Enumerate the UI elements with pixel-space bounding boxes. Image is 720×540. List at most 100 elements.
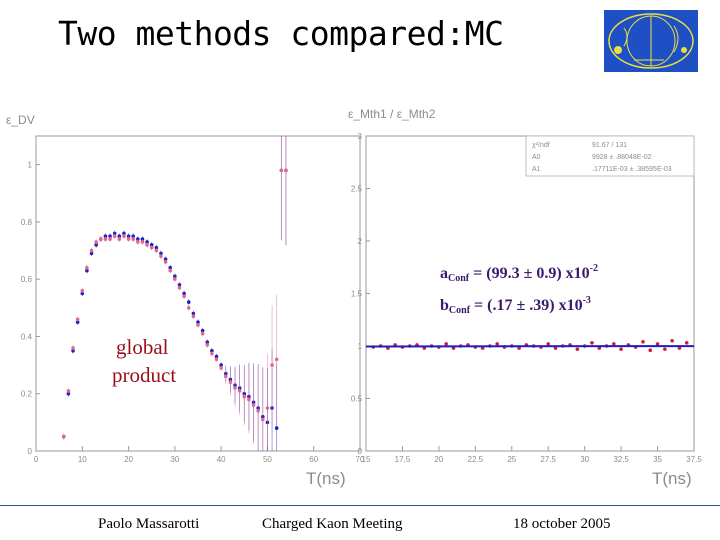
y-tick-label: 3: [358, 132, 363, 141]
data-point: [140, 240, 145, 244]
data-point: [177, 285, 182, 290]
x-tick-label: 70: [356, 455, 365, 464]
data-point: [670, 338, 674, 343]
y-tick-label: 0.8: [21, 218, 33, 227]
x-tick-label: 0: [34, 455, 39, 464]
logo-graphic: [604, 10, 698, 72]
data-point: [495, 342, 499, 346]
footer-author: Paolo Massarotti: [98, 516, 200, 532]
data-point: [223, 374, 228, 379]
annotation-product: product: [112, 363, 177, 387]
data-point: [677, 346, 682, 350]
fit-b: bConf = (.17 ± .39) x10-3: [440, 295, 591, 316]
data-point: [279, 168, 284, 173]
data-point: [80, 288, 85, 293]
data-point: [619, 347, 623, 351]
y-tick-label: 0: [358, 447, 363, 456]
data-point: [85, 265, 89, 270]
data-point: [89, 248, 94, 253]
data-point: [186, 300, 191, 304]
data-point: [61, 434, 66, 439]
y-tick-label: 1: [358, 342, 363, 351]
data-point: [66, 391, 71, 396]
data-point: [159, 254, 163, 259]
x-axis-label: T(ns): [652, 469, 692, 488]
data-point: [274, 357, 279, 362]
data-point: [210, 348, 214, 353]
data-point: [71, 346, 75, 350]
data-point: [444, 342, 448, 346]
data-point: [612, 342, 616, 346]
x-tick-label: 27.5: [540, 455, 556, 464]
x-tick-label: 22.5: [468, 455, 484, 464]
data-point: [131, 237, 135, 241]
footer-date: 18 october 2005: [513, 516, 611, 532]
data-point: [214, 357, 219, 362]
y-tick-label: 1: [28, 161, 33, 170]
footer: Paolo Massarotti Charged Kaon Meeting 18…: [0, 505, 720, 540]
plot-frame: [35, 135, 361, 452]
stats-label: χ²/ndf: [532, 142, 550, 149]
data-point: [145, 243, 149, 247]
data-point: [270, 363, 274, 367]
data-point: [261, 417, 265, 422]
x-axis-label: T(ns): [306, 469, 346, 488]
chart-right: 00.511.522.53 15 17.5 20 22.5 25 27.5 30 32.5 35…: [348, 107, 702, 488]
x-tick-label: 15: [362, 455, 371, 464]
data-point: [684, 341, 689, 345]
y-tick-label: 0.2: [21, 390, 33, 399]
y-tick-label: 0: [28, 447, 33, 456]
data-point: [597, 346, 602, 350]
data-point: [663, 347, 667, 351]
x-tick-label: 10: [78, 455, 87, 464]
fit-results: aConf = (99.3 ± 0.9) x10-2 bConf = (.17 …: [440, 258, 598, 322]
data-point: [265, 406, 270, 410]
annotation-global: global: [116, 335, 169, 359]
x-tick-label: 17.5: [395, 455, 411, 464]
x-tick-label: 30: [170, 455, 179, 464]
data-point: [247, 397, 251, 402]
data-point: [233, 386, 237, 390]
data-point: [200, 331, 205, 336]
x-tick-label: 32.5: [613, 455, 629, 464]
data-point: [108, 237, 112, 241]
stats-value: 9928 ± .88048E-02: [592, 154, 652, 161]
footer-meeting: Charged Kaon Meeting: [262, 516, 403, 532]
y-tick-label: 0.6: [21, 275, 33, 284]
stats-label: A1: [532, 166, 541, 173]
data-point: [251, 403, 256, 407]
data-point: [284, 168, 288, 173]
plot-frame: [365, 135, 695, 452]
data-point: [168, 268, 173, 273]
data-point: [274, 426, 279, 430]
fit-a: aConf = (99.3 ± 0.9) x10-2: [440, 263, 599, 284]
data-point: [237, 389, 242, 393]
data-point: [648, 348, 653, 352]
data-point: [122, 234, 126, 239]
x-tick-label: 60: [309, 455, 318, 464]
data-point: [149, 245, 154, 250]
x-tick-label: 20: [124, 455, 133, 464]
y-tick-label: 0.4: [21, 332, 33, 341]
y-tick-label: 0.5: [351, 395, 363, 404]
data-point: [219, 366, 223, 370]
data-point: [196, 323, 200, 327]
x-tick-label: 40: [217, 455, 226, 464]
y-axis-label: ε_Mth1 / ε_Mth2: [348, 107, 436, 121]
data-point: [186, 306, 191, 310]
data-point: [94, 240, 98, 244]
x-tick-label: 37.5: [686, 455, 702, 464]
y-axis-label: ε_DV: [6, 113, 35, 127]
stats-box: χ²/ndf 91.67 / 131 A0 9928 ± .88048E-02 …: [525, 135, 695, 177]
stats-label: A0: [532, 154, 541, 161]
data-point: [641, 340, 645, 344]
stats-value: .17711E-03 ± .38595E-03: [592, 166, 672, 173]
data-point: [66, 389, 71, 393]
y-tick-label: 1.5: [351, 290, 363, 299]
data-point: [191, 314, 196, 319]
x-tick-label: 25: [507, 455, 516, 464]
data-point: [126, 237, 131, 241]
data-point: [205, 343, 210, 347]
x-tick-label: 35: [653, 455, 662, 464]
x-tick-label: 30: [580, 455, 589, 464]
